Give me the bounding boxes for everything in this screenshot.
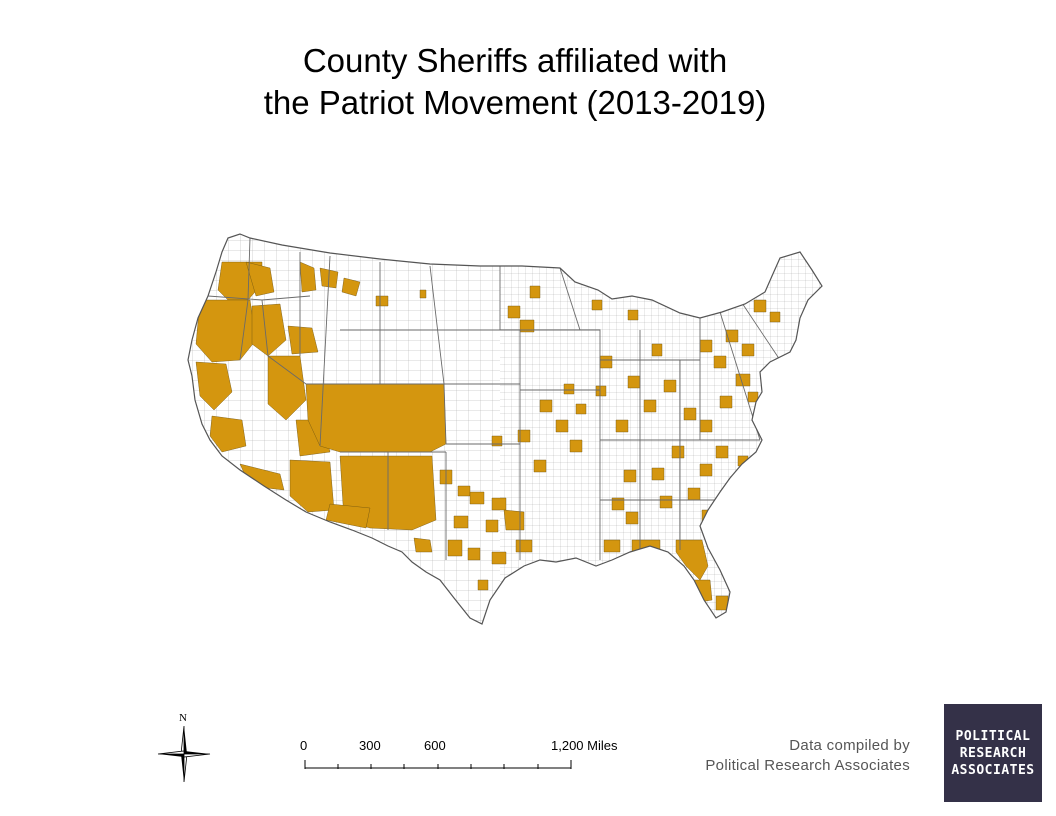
- county-boundaries: [188, 234, 822, 624]
- highlighted-counties: [195, 261, 781, 611]
- credit-line-2: Political Research Associates: [705, 757, 910, 774]
- north-arrow-compass-icon: [157, 725, 211, 783]
- credit-line-1: Data compiled by: [789, 737, 910, 754]
- title-line-2: the Patriot Movement (2013-2019): [263, 84, 767, 121]
- logo-line-3: ASSOCIATES: [951, 762, 1035, 778]
- scale-bar: [304, 760, 572, 769]
- logo-line-2: RESEARCH: [959, 745, 1027, 761]
- logo-line-1: POLITICAL: [955, 728, 1031, 744]
- scale-label-1200: 1,200 Miles: [551, 738, 618, 753]
- state-boundaries: [207, 237, 781, 560]
- north-label: N: [179, 712, 187, 724]
- pra-logo: POLITICAL RESEARCH ASSOCIATES: [944, 704, 1042, 802]
- scale-label-0: 0: [300, 738, 308, 753]
- scale-label-600: 600: [424, 738, 446, 753]
- title-line-1: County Sheriffs affiliated with: [302, 42, 728, 79]
- scale-label-300: 300: [359, 738, 381, 753]
- map-title: County Sheriffs affiliated with the Patr…: [0, 40, 1030, 124]
- us-outline: [187, 233, 823, 625]
- us-county-map: [187, 233, 823, 625]
